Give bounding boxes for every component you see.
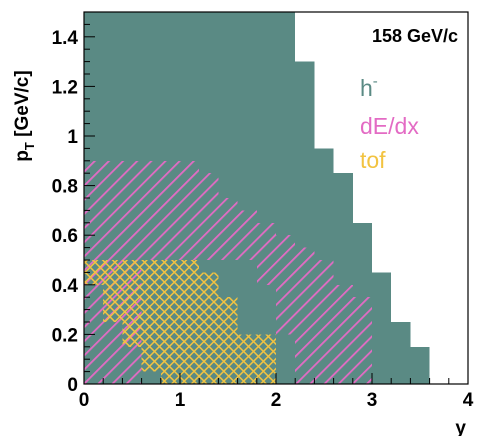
bin-tof-7-layer1 (218, 297, 238, 384)
bin-de-dx-5 (256, 222, 276, 285)
y-tick-label: 1.2 (52, 77, 78, 98)
x-axis-title: y (455, 418, 466, 436)
svg-text:pT [GeV/c]: pT [GeV/c] (12, 70, 37, 161)
bin-de-dx-10 (352, 297, 372, 384)
bin-tof-8-layer1 (237, 334, 276, 384)
x-tick-label: 1 (175, 390, 186, 411)
bin-de-dx-1 (141, 160, 200, 260)
y-tick-label: 0.8 (52, 177, 78, 198)
bin-de-dx-9 (333, 284, 353, 384)
bin-tof-4-layer1 (160, 260, 180, 384)
axes-layer (83, 11, 469, 385)
legend-label-dedx: dE/dx (360, 113, 419, 139)
y-tick-label: 1.4 (52, 28, 79, 49)
legend: h- dE/dx tof (360, 73, 419, 173)
bin-h-5 (372, 272, 392, 384)
y-tick-label: 0.6 (52, 226, 78, 247)
bin-tof-1-layer1 (103, 260, 123, 322)
y-tick-label: 0 (67, 375, 78, 396)
bin-tof-5-layer1 (180, 260, 200, 384)
y-tick-label: 1 (67, 127, 78, 148)
y-tick-label: 0.2 (52, 325, 78, 346)
x-tick-label: 0 (79, 390, 90, 411)
bin-tof-3-layer1 (141, 260, 161, 372)
legend-label-h-minus: h- (360, 73, 378, 101)
series-layer (84, 12, 430, 384)
x-tick-label: 2 (271, 390, 282, 411)
bin-de-dx-2 (199, 173, 219, 260)
x-tick-label: 3 (367, 390, 378, 411)
bin-de-dx-7 (295, 247, 315, 384)
energy-label: 158 GeV/c (372, 26, 458, 46)
bin-de-dx-8 (314, 260, 334, 384)
bin-tof-6-layer1 (199, 272, 219, 384)
bin-tof-0-layer1 (84, 260, 104, 285)
bin-tof-2-layer1 (122, 260, 142, 347)
bin-h-6 (391, 322, 411, 384)
legend-label-tof: tof (360, 147, 386, 173)
x-tick-label: 4 (463, 390, 474, 411)
y-tick-label: 0.4 (52, 276, 79, 297)
series-tof (84, 260, 276, 384)
bin-h-7 (410, 346, 430, 384)
bin-de-dx-3 (218, 198, 238, 260)
tick-labels-layer: 0 1 2 3 4 0 0.2 0.4 0.6 0.8 1 1.2 1.4 (52, 28, 474, 411)
bin-de-dx-6 (276, 235, 296, 335)
y-axis-title: pT [GeV/c] (12, 70, 37, 161)
bin-de-dx-4 (237, 210, 257, 260)
